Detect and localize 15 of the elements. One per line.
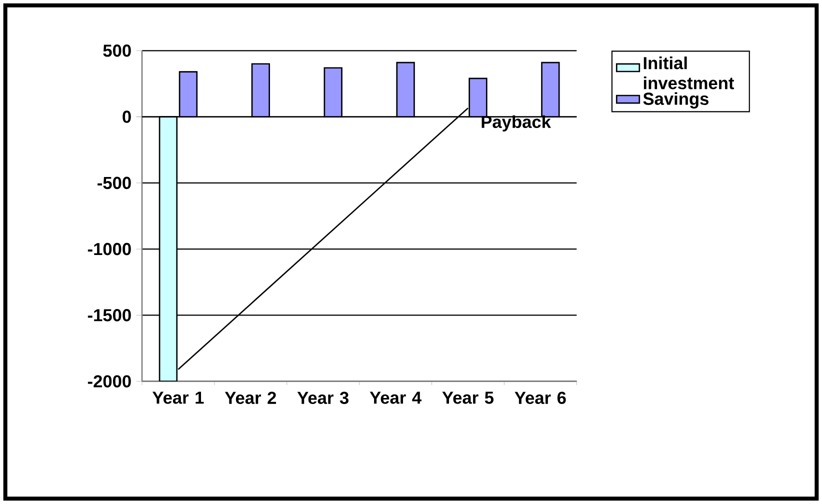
y-tick-label: 0	[122, 110, 131, 123]
legend-label: Savings	[643, 92, 708, 108]
y-tick-label: -2000	[88, 375, 131, 388]
x-tick-label: Year 3	[297, 392, 348, 404]
y-tick-label: -1500	[88, 309, 131, 322]
x-tick-label: Year 5	[442, 392, 494, 404]
x-tick-label: Year 6	[514, 392, 566, 404]
annotation: Payback	[482, 115, 551, 132]
x-tick-label: Year 4	[370, 392, 422, 404]
x-tick-label: Year 1	[152, 392, 204, 404]
legend-label: Initial investment	[644, 56, 734, 90]
y-tick-label: 500	[103, 44, 131, 57]
x-tick-label: Year 2	[224, 392, 276, 404]
y-tick-label: -1000	[88, 242, 131, 256]
y-tick-label: -500	[98, 176, 131, 190]
